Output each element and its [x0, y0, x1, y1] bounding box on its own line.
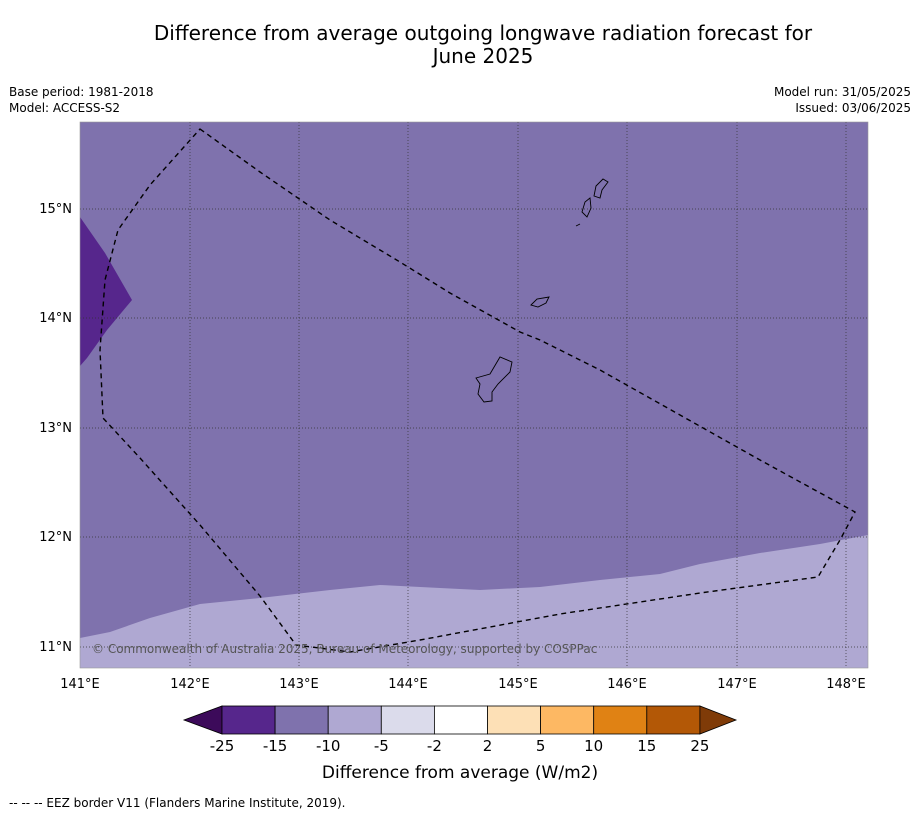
- tinian-island: [581, 197, 592, 218]
- colorbar-tick-label: 25: [690, 737, 709, 755]
- colorbar-tick-label: 10: [584, 737, 603, 755]
- anomaly-region-minus-10-to-5: [80, 535, 868, 668]
- aguijan-island: [575, 223, 581, 227]
- colorbar-segment: [327, 705, 382, 735]
- colorbar-extend-low: [182, 705, 223, 735]
- colorbar-tick-label: 15: [637, 737, 656, 755]
- colorbar-tick-label: -15: [263, 737, 288, 755]
- lon-tick-label: 141°E: [60, 677, 100, 692]
- lon-tick-label: 143°E: [279, 677, 319, 692]
- lon-tick-label: 147°E: [717, 677, 757, 692]
- rota-island: [530, 296, 550, 308]
- colorbar-label: Difference from average (W/m2): [322, 763, 598, 783]
- colorbar-tick-label: -5: [374, 737, 389, 755]
- lat-tick-label: 13°N: [39, 421, 72, 436]
- colorbar-segment: [380, 705, 435, 735]
- lon-tick-label: 142°E: [170, 677, 210, 692]
- model-run: Model run: 31/05/2025: [773, 85, 911, 99]
- model-name: Model: ACCESS-S2: [9, 101, 121, 115]
- colorbar-ticks: -25 -15 -10 -5 -2 2 5 10 15 25: [210, 737, 710, 755]
- longitude-labels: 141°E 142°E 143°E 144°E 145°E 146°E 147°E 148°E: [60, 677, 866, 692]
- lon-tick-label: 148°E: [826, 677, 866, 692]
- map-area: © Commonwealth of Australia 2025, Bureau…: [80, 122, 868, 668]
- run-info: Model run: 31/05/2025 Issued: 03/06/2025: [774, 84, 911, 116]
- map-figure: © Commonwealth of Australia 2025, Bureau…: [39, 121, 869, 783]
- colorbar: [182, 705, 738, 735]
- colorbar-segment: [487, 705, 541, 735]
- lat-tick-label: 15°N: [39, 202, 72, 217]
- colorbar-tick-label: 5: [536, 737, 546, 755]
- colorbar-tick-label: -2: [427, 737, 442, 755]
- map-title: Difference from average outgoing longwav…: [80, 22, 886, 68]
- lon-tick-label: 144°E: [388, 677, 428, 692]
- colorbar-segment: [221, 705, 276, 735]
- colorbar-tick-label: -25: [210, 737, 235, 755]
- lat-tick-label: 11°N: [39, 640, 72, 655]
- eez-border: [99, 128, 856, 653]
- saipan-island: [593, 178, 609, 199]
- colorbar-tick-label: -10: [316, 737, 341, 755]
- colorbar-tick-label: 2: [483, 737, 493, 755]
- lat-tick-label: 14°N: [39, 311, 72, 326]
- islands: [475, 178, 609, 403]
- eez-footnote: -- -- -- EEZ border V11 (Flanders Marine…: [9, 796, 346, 810]
- anomaly-region-minus-25-to-15: [80, 217, 132, 366]
- latitude-labels: 15°N 14°N 13°N 12°N 11°N: [39, 202, 72, 655]
- title-line-2: June 2025: [432, 44, 534, 68]
- lon-tick-label: 145°E: [498, 677, 538, 692]
- colorbar-segment: [274, 705, 329, 735]
- lat-tick-label: 12°N: [39, 530, 72, 545]
- colorbar-extend-high: [699, 705, 738, 735]
- guam-island: [475, 356, 513, 403]
- lon-tick-label: 146°E: [607, 677, 647, 692]
- issued-date: Issued: 03/06/2025: [795, 101, 911, 115]
- colorbar-segment: [646, 705, 701, 735]
- colorbar-segment: [540, 705, 595, 735]
- colorbar-segment: [593, 705, 648, 735]
- colorbar-segment: [433, 705, 488, 735]
- base-period: Base period: 1981-2018: [9, 85, 154, 99]
- copyright-notice: © Commonwealth of Australia 2025, Bureau…: [92, 642, 597, 656]
- title-line-1: Difference from average outgoing longwav…: [153, 21, 813, 45]
- base-info: Base period: 1981-2018 Model: ACCESS-S2: [9, 84, 154, 116]
- graticule: [80, 122, 868, 668]
